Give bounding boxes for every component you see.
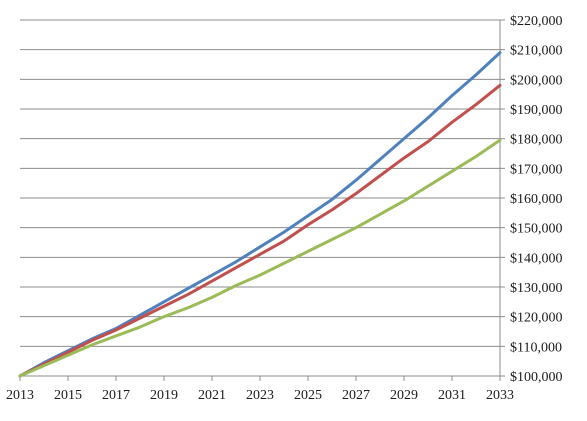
- y-tick-label: $100,000: [510, 370, 563, 385]
- x-tick-label: 2033: [486, 388, 514, 403]
- x-tick-label: 2031: [438, 388, 466, 403]
- y-tick-label: $110,000: [510, 340, 562, 355]
- y-tick-label: $140,000: [510, 251, 563, 266]
- y-tick-label: $180,000: [510, 133, 563, 148]
- x-tick-labels: 2013 2015 2017 2019 2021 2023 2025 2027 2029 2031…: [6, 388, 514, 403]
- axes: [19, 19, 505, 381]
- series-line-1: [18, 51, 502, 378]
- y-tick-label: $190,000: [510, 103, 563, 118]
- series-line-2: [18, 83, 502, 378]
- y-tick-label: $120,000: [510, 311, 563, 326]
- x-tick-label: 2025: [294, 388, 322, 403]
- series-lines: [18, 51, 502, 378]
- y-tick-label: $220,000: [510, 14, 563, 29]
- x-tick-label: 2017: [102, 388, 130, 403]
- y-tick-label: $130,000: [510, 281, 563, 296]
- y-tick-label: $150,000: [510, 222, 563, 237]
- x-tick-label: 2019: [150, 388, 178, 403]
- series-line-3: [18, 138, 502, 378]
- x-tick-label: 2021: [198, 388, 226, 403]
- x-tick-label: 2027: [342, 388, 370, 403]
- x-tick-label: 2023: [246, 388, 274, 403]
- x-tick-label: 2013: [6, 388, 34, 403]
- y-tick-label: $160,000: [510, 192, 563, 207]
- y-tick-label: $200,000: [510, 73, 563, 88]
- y-tick-label: $210,000: [510, 44, 563, 59]
- x-tick-label: 2015: [54, 388, 82, 403]
- x-tick-label: 2029: [390, 388, 418, 403]
- gridlines: [20, 19, 500, 377]
- y-tick-label: $170,000: [510, 162, 563, 177]
- y-tick-labels: $100,000 $110,000 $120,000 $130,000 $140,000…: [510, 14, 563, 385]
